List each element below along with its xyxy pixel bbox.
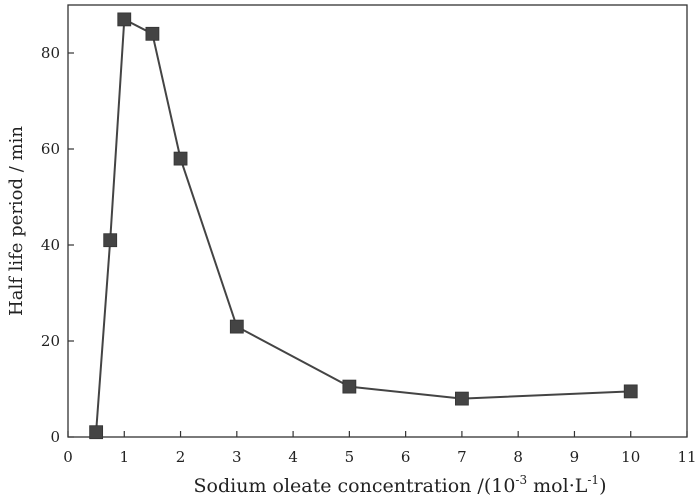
- data-point-marker: [103, 233, 118, 248]
- y-tick-label: 40: [41, 236, 60, 254]
- data-point-marker: [89, 425, 104, 440]
- data-point-marker: [229, 319, 244, 334]
- y-tick-labels: 0 20 40 60 80: [41, 44, 60, 446]
- x-tick-label: 2: [176, 448, 186, 466]
- axis-ticks: [67, 52, 688, 438]
- y-tick-label: 60: [41, 140, 60, 158]
- x-tick-labels: 0 1 2 3 4 5 6 7 8 9 10 11: [63, 448, 696, 466]
- y-tick-label: 80: [41, 44, 60, 62]
- x-axis-title-mid: mol·L: [527, 475, 588, 497]
- x-tick-label: 6: [401, 448, 411, 466]
- y-tick-label: 0: [50, 428, 60, 446]
- data-point-marker: [117, 12, 132, 27]
- x-tick-label: 9: [570, 448, 580, 466]
- y-axis-title: Half life period / min: [6, 126, 27, 316]
- x-tick-label: 0: [63, 448, 73, 466]
- x-tick-label: 7: [457, 448, 467, 466]
- x-tick-label: 4: [288, 448, 298, 466]
- x-axis-title-sup1: -3: [515, 473, 527, 487]
- x-axis-title-pre: Sodium oleate concentration /(10: [194, 475, 516, 497]
- data-point-marker: [455, 391, 469, 406]
- x-tick-label: 1: [119, 448, 129, 466]
- data-point-marker: [145, 26, 160, 41]
- series-line: [95, 17, 631, 433]
- x-tick-label: 10: [621, 448, 640, 466]
- data-point-marker: [173, 151, 188, 166]
- x-tick-label: 8: [513, 448, 523, 466]
- data-point-marker: [342, 379, 357, 394]
- x-axis-title-post: ): [599, 475, 606, 497]
- series-markers: [89, 12, 638, 440]
- x-tick-label: 3: [232, 448, 242, 466]
- x-axis-title: Sodium oleate concentration /(10-3 mol·L…: [194, 473, 607, 497]
- x-axis-title-sup2: -1: [587, 473, 599, 487]
- y-tick-label: 20: [41, 332, 60, 350]
- x-tick-label: 11: [677, 448, 696, 466]
- x-tick-label: 5: [345, 448, 355, 466]
- data-point-marker: [623, 384, 638, 399]
- plot-frame: [67, 4, 688, 438]
